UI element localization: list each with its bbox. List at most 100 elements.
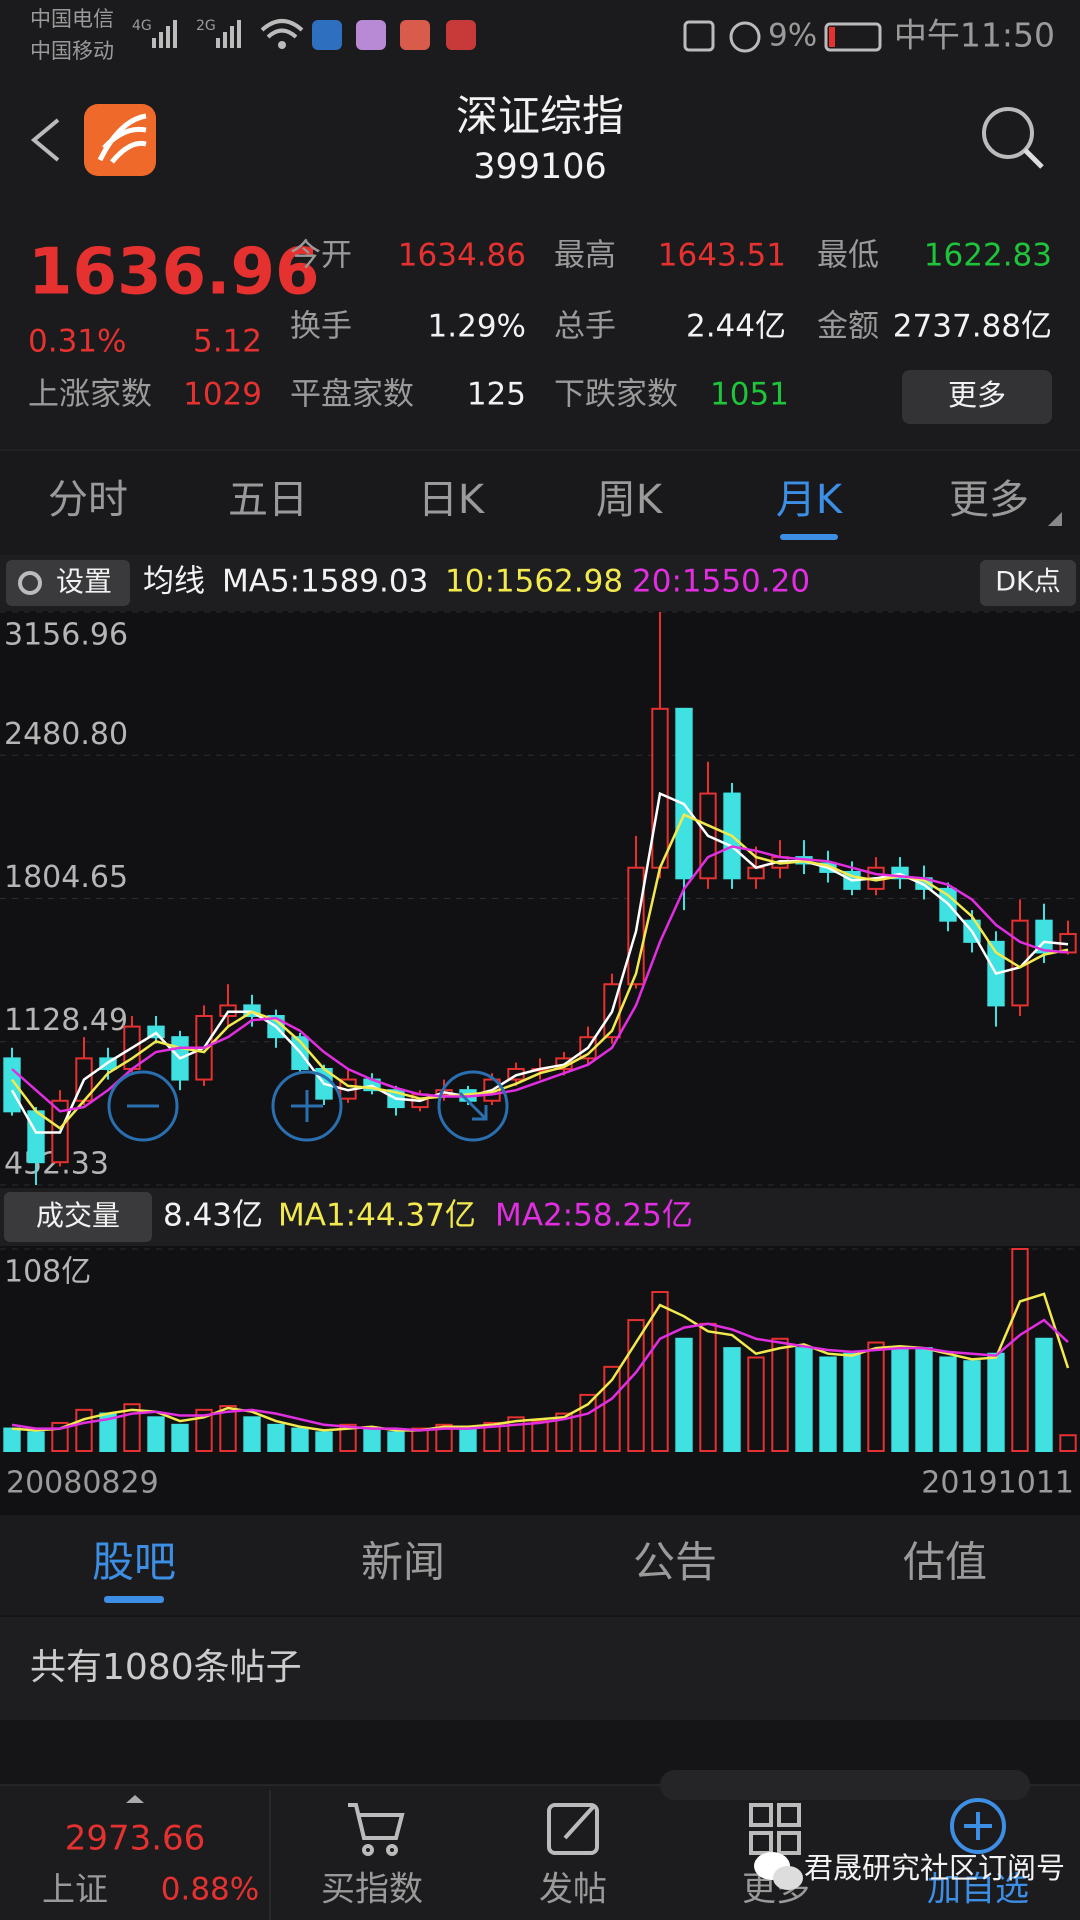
candle-body — [747, 866, 765, 880]
index-change: 0.88% — [161, 1872, 259, 1908]
volume-bar — [27, 1431, 45, 1452]
ma-line — [11, 813, 1069, 1130]
y-tick-label: 3156.96 — [4, 618, 128, 653]
volume-bar — [651, 1291, 669, 1453]
post-count: 共有1080条帖子 — [30, 1647, 302, 1688]
header-bg — [0, 0, 1080, 450]
volume-bar — [627, 1319, 645, 1453]
field-label: 总手 — [554, 309, 616, 345]
volume-bar — [963, 1360, 981, 1452]
posts-bg — [0, 1617, 1080, 1720]
news-tab-active[interactable]: 股吧 — [92, 1538, 176, 1587]
period-tab[interactable]: 日K — [418, 477, 486, 523]
news-tab[interactable]: 公告 — [633, 1538, 717, 1587]
network: 4G — [132, 18, 152, 34]
settings-button[interactable] — [6, 560, 130, 606]
gear-icon — [18, 571, 42, 595]
volume-bar — [747, 1356, 765, 1452]
nav-item[interactable]: 买指数 — [321, 1870, 423, 1910]
pill — [660, 1770, 1030, 1800]
candle-body — [675, 707, 693, 880]
nav-bg — [0, 1785, 1080, 1920]
volume-bar — [675, 1337, 693, 1453]
wechat-icon — [754, 1852, 803, 1890]
field-label: 今开 — [290, 238, 352, 274]
period-tab[interactable]: 更多 — [949, 477, 1029, 523]
watermark: 君晟研究社区订阅号 — [804, 1851, 1065, 1885]
volume-button[interactable] — [4, 1192, 152, 1242]
volume-bar — [915, 1347, 933, 1453]
field-label: 下跌家数 — [554, 377, 678, 413]
volume-bar — [363, 1427, 381, 1452]
price: 1636.96 — [28, 236, 320, 310]
back-button[interactable] — [30, 118, 60, 162]
volume-bar — [555, 1412, 573, 1453]
search-button[interactable] — [982, 107, 1044, 169]
volume-bar — [171, 1423, 189, 1453]
volume-bar — [843, 1352, 861, 1452]
volume-bar — [3, 1427, 21, 1452]
ma-label: 均线 — [143, 564, 205, 600]
carrier: 中国电信 — [30, 7, 114, 31]
grid-icon — [749, 1803, 801, 1855]
volume-bar — [243, 1416, 261, 1453]
field-value: 1051 — [710, 377, 789, 413]
page-title: 深证综指 — [456, 92, 624, 141]
chart-control[interactable] — [107, 1070, 179, 1142]
chart-control[interactable] — [437, 1070, 509, 1142]
volume-bar — [267, 1423, 285, 1453]
add-icon — [950, 1798, 1006, 1854]
volume-bar — [75, 1408, 93, 1452]
nav-item[interactable]: 发帖 — [539, 1870, 607, 1910]
ma-line — [11, 1318, 1069, 1432]
expand-arrow — [126, 1795, 144, 1803]
field-label: 最高 — [554, 238, 616, 274]
volume-bar — [867, 1341, 885, 1453]
field-label: 上涨家数 — [28, 377, 152, 413]
change: 5.12 — [193, 324, 262, 360]
volume-bar — [387, 1431, 405, 1452]
volume-bar — [1011, 1248, 1029, 1452]
tab-bg — [0, 450, 1080, 555]
y-tick-label: 2480.80 — [4, 717, 128, 752]
volume-bar — [891, 1347, 909, 1453]
volume-label: 成交量 — [36, 1199, 120, 1232]
network: 2G — [196, 18, 216, 34]
dk-button[interactable] — [980, 560, 1076, 606]
news-tab[interactable]: 估值 — [903, 1538, 987, 1587]
volume-bar — [795, 1347, 813, 1453]
start-date: 20080829 — [6, 1466, 159, 1501]
nav-item[interactable]: 加自选 — [927, 1870, 1029, 1910]
ma-line — [11, 845, 1069, 1113]
cart-icon — [348, 1803, 405, 1856]
volume-bar — [291, 1427, 309, 1452]
volume-bar — [819, 1356, 837, 1452]
period-tab-active[interactable]: 月K — [776, 477, 844, 523]
volume-bar — [987, 1352, 1005, 1452]
volume-bar — [483, 1421, 501, 1453]
carrier: 中国移动 — [30, 39, 114, 63]
candle-body — [27, 1110, 45, 1164]
volume-bar — [435, 1423, 453, 1453]
field-value: 1.29% — [428, 309, 526, 345]
chart-control[interactable] — [271, 1070, 343, 1142]
app-logo — [84, 104, 156, 176]
dropdown-arrow — [1048, 512, 1062, 526]
field-label: 最低 — [817, 238, 879, 274]
field-value: 1634.86 — [398, 238, 526, 274]
field-value: 1643.51 — [658, 238, 786, 274]
clock: 中午11:50 — [894, 16, 1055, 55]
period-tab[interactable]: 五日 — [228, 477, 308, 523]
end-date: 20191011 — [921, 1466, 1074, 1501]
volume-bar — [579, 1393, 597, 1453]
news-tab[interactable]: 新闻 — [361, 1538, 445, 1587]
index-value[interactable]: 2973.66 — [65, 1819, 206, 1859]
period-tab[interactable]: 分时 — [48, 477, 128, 523]
news-tab-bg — [0, 1515, 1080, 1615]
more-button[interactable] — [902, 370, 1052, 424]
ma-bar-bg — [0, 555, 1080, 611]
volume-bar — [699, 1322, 717, 1453]
period-tab[interactable]: 周K — [596, 477, 664, 523]
